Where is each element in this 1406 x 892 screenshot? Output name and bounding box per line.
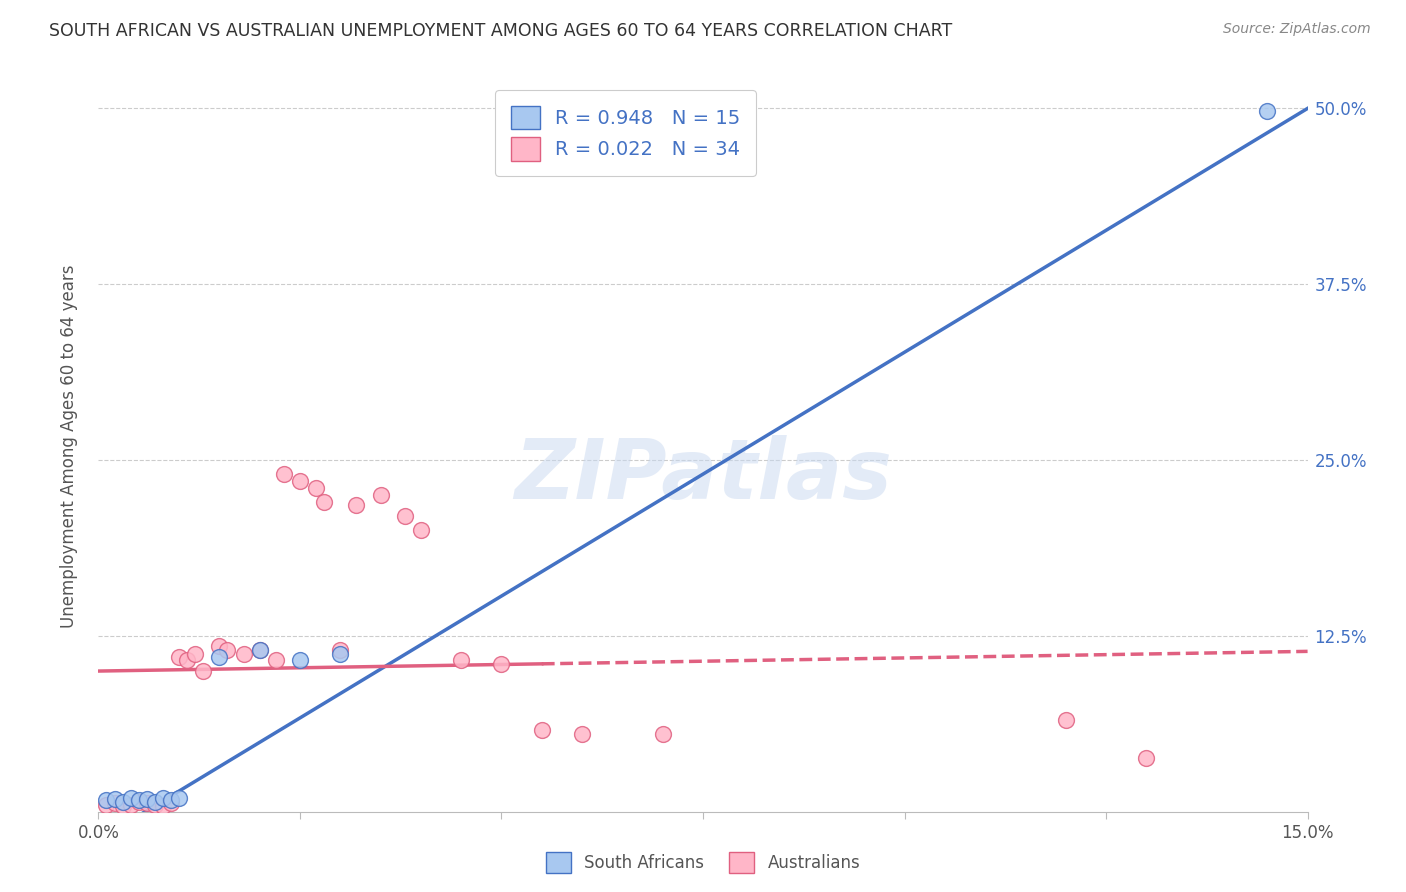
Point <box>135 797 157 811</box>
Point <box>249 643 271 657</box>
Point <box>143 797 166 812</box>
Point <box>160 793 183 807</box>
Point <box>394 509 416 524</box>
Point <box>103 797 125 811</box>
Point <box>1054 714 1077 728</box>
Point <box>450 653 472 667</box>
Point <box>288 653 311 667</box>
Point <box>193 664 215 678</box>
Text: SOUTH AFRICAN VS AUSTRALIAN UNEMPLOYMENT AMONG AGES 60 TO 64 YEARS CORRELATION C: SOUTH AFRICAN VS AUSTRALIAN UNEMPLOYMENT… <box>49 22 952 40</box>
Point <box>232 647 254 661</box>
Point <box>128 795 150 809</box>
Point <box>184 647 207 661</box>
Point <box>409 524 432 538</box>
Point <box>1135 751 1157 765</box>
Point <box>571 727 593 741</box>
Point <box>111 799 134 814</box>
Text: Source: ZipAtlas.com: Source: ZipAtlas.com <box>1223 22 1371 37</box>
Point <box>329 643 352 657</box>
Point <box>96 793 118 807</box>
Legend: R = 0.948   N = 15, R = 0.022   N = 34: R = 0.948 N = 15, R = 0.022 N = 34 <box>495 90 756 177</box>
Point <box>305 481 328 495</box>
Point <box>143 795 166 809</box>
Point <box>167 790 190 805</box>
Legend: South Africans, Australians: South Africans, Australians <box>538 846 868 880</box>
Point <box>152 799 174 814</box>
Point <box>111 795 134 809</box>
Point <box>288 474 311 488</box>
Point <box>264 653 287 667</box>
Y-axis label: Unemployment Among Ages 60 to 64 years: Unemployment Among Ages 60 to 64 years <box>59 264 77 628</box>
Point <box>370 488 392 502</box>
Point <box>314 495 336 509</box>
Point <box>530 723 553 738</box>
Point <box>1256 104 1278 119</box>
Point <box>651 727 673 741</box>
Point <box>103 792 125 806</box>
Point <box>135 792 157 806</box>
Point <box>176 653 198 667</box>
Point <box>160 797 183 811</box>
Point <box>249 643 271 657</box>
Point <box>128 793 150 807</box>
Point <box>120 790 142 805</box>
Point <box>167 650 190 665</box>
Point <box>152 790 174 805</box>
Point <box>491 657 513 671</box>
Text: ZIPatlas: ZIPatlas <box>515 434 891 516</box>
Point <box>208 639 231 653</box>
Point <box>208 650 231 665</box>
Point <box>344 498 367 512</box>
Point <box>96 797 118 812</box>
Point <box>217 643 239 657</box>
Point <box>329 647 352 661</box>
Point <box>273 467 295 482</box>
Point <box>120 797 142 812</box>
